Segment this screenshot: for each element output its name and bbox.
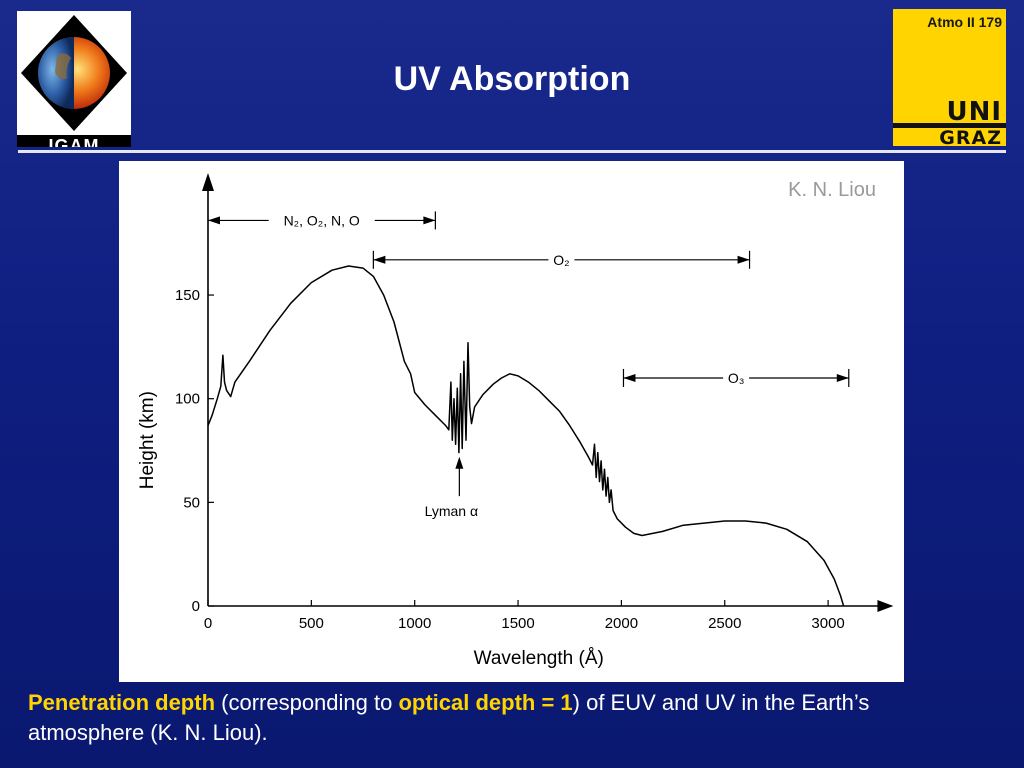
caption-text-2: ) of EUV and UV in the Earth’s atmospher… xyxy=(28,690,870,745)
caption-term-optical-depth: optical depth = 1 xyxy=(398,690,573,715)
y-tick-label: 50 xyxy=(183,494,200,511)
annotation-label-bg xyxy=(723,367,750,388)
annotation-arrow-left xyxy=(373,255,386,264)
lyman-alpha-label: Lyman α xyxy=(425,503,478,519)
y-axis-arrow xyxy=(202,173,214,191)
chart-panel: K. N. Liou 0 500 1000 1500 2000 2500 3000 0 50 10… xyxy=(119,161,904,682)
annotation-label: O₂ xyxy=(553,252,569,268)
x-tick-label: 3000 xyxy=(811,615,844,632)
chart-credit: K. N. Liou xyxy=(788,179,876,201)
annotation-label: O₃ xyxy=(728,370,745,386)
x-tick-label: 1000 xyxy=(398,615,431,632)
annotation-arrow-left xyxy=(208,216,220,225)
annotation-arrow-right xyxy=(737,255,750,264)
slide-number: Atmo II 179 xyxy=(927,14,1002,30)
uni-logo-line2: GRAZ xyxy=(939,127,1002,149)
caption-text-1: (corresponding to xyxy=(215,690,399,715)
header-divider xyxy=(18,150,1006,153)
x-axis-arrow xyxy=(877,600,894,612)
x-tick-label: 500 xyxy=(299,615,324,632)
annotation-label-bg xyxy=(548,249,575,270)
x-tick-label: 2000 xyxy=(605,615,638,632)
uni-graz-logo: Atmo II 179 UNI GRAZ xyxy=(893,9,1006,149)
penetration-depth-chart: 0 500 1000 1500 2000 2500 3000 0 50 100 150 Wavelen… xyxy=(137,173,894,669)
x-tick-label: 0 xyxy=(204,615,212,632)
annotation-label: N₂, O₂, N, O xyxy=(284,212,360,228)
caption-term-penetration-depth: Penetration depth xyxy=(28,690,216,715)
x-axis-label: Wavelength (Å) xyxy=(474,648,604,669)
igam-logo-text: IGAM xyxy=(48,136,100,147)
y-tick-label: 150 xyxy=(175,287,200,304)
annotation-label-bg xyxy=(268,210,375,231)
annotation-arrow-left xyxy=(623,373,636,382)
series-line-0 xyxy=(207,265,845,607)
globe-sun-icon xyxy=(21,15,127,131)
x-tick-label: 2500 xyxy=(708,615,741,632)
slide-title: UV Absorption xyxy=(393,60,631,98)
uni-logo-line1: UNI xyxy=(946,97,1002,127)
annotation-arrow-right xyxy=(423,216,436,225)
igam-logo: IGAM xyxy=(17,11,131,147)
annotation-arrow-right xyxy=(836,373,849,382)
y-axis-label: Height (km) xyxy=(137,391,158,489)
y-tick-label: 0 xyxy=(192,598,200,615)
x-tick-label: 1500 xyxy=(501,615,534,632)
caption: Penetration depth (corresponding to opti… xyxy=(28,688,988,748)
lyman-arrow-head xyxy=(455,456,464,469)
y-tick-label: 100 xyxy=(175,391,200,408)
